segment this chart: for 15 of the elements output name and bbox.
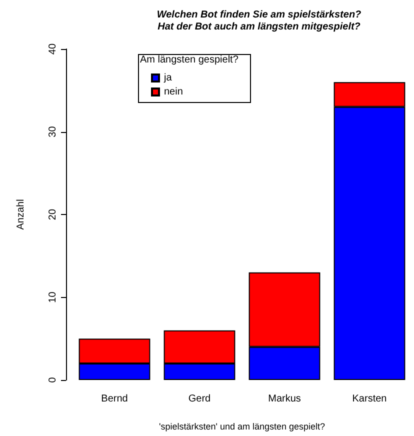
legend-title: Am längsten gespielt? — [140, 54, 239, 66]
legend-label: ja — [163, 72, 172, 84]
x-axis-title: 'spielstärksten' und am längsten gespielt? — [158, 422, 326, 432]
y-tick-label: 10 — [48, 291, 58, 303]
x-tick-label: Karsten — [352, 394, 387, 404]
y-tick-label: 40 — [48, 43, 58, 55]
x-tick-label: Markus — [268, 394, 301, 404]
y-tick-label: 30 — [48, 126, 58, 138]
y-axis-title: Anzahl — [16, 199, 26, 230]
x-tick-label: Gerd — [188, 394, 211, 404]
chart-title: Welchen Bot finden Sie am spielstärksten? Hat der Bot auch am längsten mitgespielt? — [156, 10, 362, 32]
x-tick-label: Bernd — [101, 394, 128, 404]
legend-label: nein — [164, 86, 183, 98]
y-tick-label: 0 — [48, 376, 58, 383]
y-tick-label: 20 — [48, 208, 58, 220]
